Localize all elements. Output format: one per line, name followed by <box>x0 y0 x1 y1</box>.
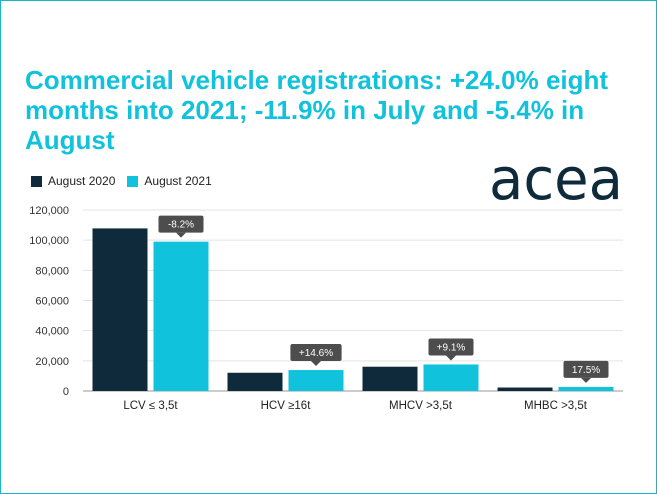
change-callout-label: +14.6% <box>299 348 333 359</box>
change-callout-box <box>563 360 609 378</box>
chart-title: Commercial vehicle registrations: +24.0%… <box>25 65 609 155</box>
y-tick-label: 60,000 <box>35 296 69 308</box>
bar-august-2020 <box>92 228 148 391</box>
bar-august-2021 <box>288 370 344 391</box>
x-category-label: LCV ≤ 3,5t <box>123 400 178 412</box>
y-tick-label: 80,000 <box>35 265 69 277</box>
change-callout-label: -8.2% <box>168 220 194 231</box>
bar-august-2021 <box>558 386 614 391</box>
x-category-label: HCV ≥16t <box>261 400 312 412</box>
legend-swatch-2020 <box>31 175 42 187</box>
bar-august-2020 <box>227 372 283 391</box>
bar-august-2021 <box>153 241 209 391</box>
svg-text:acea: acea <box>489 151 623 207</box>
change-callout-pointer <box>446 355 456 361</box>
legend-item-2020: August 2020 <box>31 174 115 188</box>
bar-august-2021 <box>423 364 479 391</box>
chart-legend: August 2020 August 2021 <box>31 174 224 188</box>
y-tick-label: 40,000 <box>35 326 69 338</box>
legend-label-2021: August 2021 <box>144 174 212 188</box>
y-tick-label: 100,000 <box>29 235 69 247</box>
change-callout-label: +9.1% <box>437 342 466 353</box>
acea-logo: acea <box>489 151 623 207</box>
bar-august-2020 <box>362 366 418 391</box>
x-category-label: MHBC >3,5t <box>524 400 588 412</box>
legend-swatch-2021 <box>127 175 139 187</box>
change-callout-pointer <box>176 232 186 238</box>
change-callout-box <box>428 338 474 356</box>
legend-label-2020: August 2020 <box>48 174 116 188</box>
change-callout-pointer <box>311 361 321 367</box>
change-callout-box <box>290 344 342 362</box>
change-callout-box <box>158 215 204 233</box>
bar-august-2020 <box>497 387 553 391</box>
y-tick-label: 20,000 <box>35 356 69 368</box>
x-category-label: MHCV >3,5t <box>389 400 453 412</box>
y-tick-label: 120,000 <box>29 205 69 217</box>
change-callout-label: 17.5% <box>572 365 600 376</box>
y-tick-label: 0 <box>63 386 69 398</box>
change-callout-pointer <box>581 377 591 383</box>
legend-item-2021: August 2021 <box>127 174 212 188</box>
